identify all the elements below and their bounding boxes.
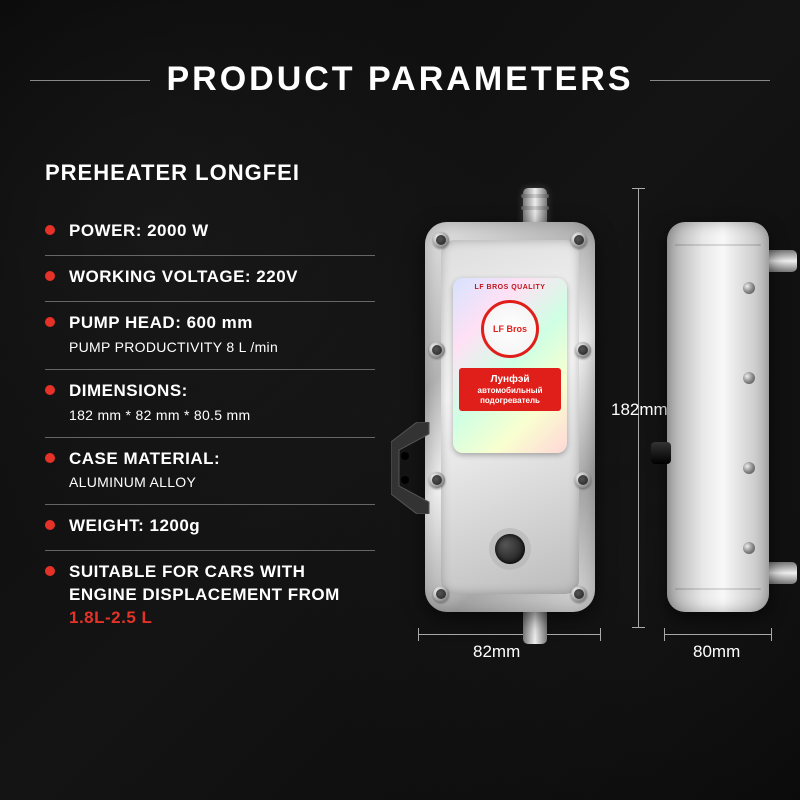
screw-icon [571, 232, 587, 248]
product-side-view [667, 222, 769, 612]
product-subtitle: PREHEATER LONGFEI [45, 160, 300, 186]
bullet-icon [45, 566, 55, 576]
holographic-label: LF BROS QUALITY LF Bros Лунфэй автомобил… [453, 278, 567, 453]
screw-icon [743, 372, 755, 384]
bullet-icon [45, 520, 55, 530]
spec-text: CASE MATERIAL:ALUMINUM ALLOY [69, 448, 220, 493]
screw-icon [575, 472, 591, 488]
brand-logo: LF Bros [481, 300, 539, 358]
spec-subtext: ALUMINUM ALLOY [69, 473, 220, 492]
spec-subtext: PUMP PRODUCTIVITY 8 L /min [69, 338, 278, 357]
spec-list: POWER: 2000 W WORKING VOLTAGE: 220V PUMP H… [45, 210, 375, 642]
page-title: PRODUCT PARAMETERS [0, 60, 800, 99]
bullet-icon [45, 317, 55, 327]
screw-icon [743, 282, 755, 294]
spec-row: CASE MATERIAL:ALUMINUM ALLOY [45, 438, 375, 506]
dimension-line-width-side [664, 634, 772, 635]
ridge [675, 244, 761, 246]
power-port [495, 534, 525, 564]
bullet-icon [45, 271, 55, 281]
screw-icon [571, 586, 587, 602]
band-line1: Лунфэй [461, 374, 559, 386]
band-line2: автомобильный подогреватель [461, 386, 559, 405]
side-cable [651, 442, 671, 464]
spec-text: SUITABLE FOR CARS WITH ENGINE DISPLACEME… [69, 561, 375, 630]
dimension-width-side: 80mm [693, 642, 740, 662]
device-body-side [667, 222, 769, 612]
mounting-bracket [391, 422, 441, 514]
screw-icon [433, 232, 449, 248]
label-quality-text: LF BROS QUALITY [475, 284, 546, 291]
label-red-band: Лунфэй автомобильный подогреватель [459, 368, 561, 411]
spec-text: PUMP HEAD: 600 mmPUMP PRODUCTIVITY 8 L /… [69, 312, 278, 357]
bullet-icon [45, 385, 55, 395]
ridge [675, 588, 761, 590]
spec-row: WEIGHT: 1200g [45, 505, 375, 551]
logo-text: LF Bros [493, 325, 527, 334]
bullet-icon [45, 453, 55, 463]
product-image-area: 182mm 82mm 80mm LF BROS QUALITY LF Bros … [395, 170, 775, 660]
dimension-line-width-front [418, 634, 601, 635]
screw-icon [433, 586, 449, 602]
spec-row: SUITABLE FOR CARS WITH ENGINE DISPLACEME… [45, 551, 375, 642]
spec-row: PUMP HEAD: 600 mmPUMP PRODUCTIVITY 8 L /… [45, 302, 375, 370]
screw-icon [429, 472, 445, 488]
dimension-width-front: 82mm [473, 642, 520, 662]
spec-text: WEIGHT: 1200g [69, 515, 200, 538]
spec-row: POWER: 2000 W [45, 210, 375, 256]
product-front-view: LF BROS QUALITY LF Bros Лунфэй автомобил… [425, 222, 595, 612]
bullet-icon [45, 225, 55, 235]
spec-highlight: 1.8L-2.5 L [69, 608, 152, 627]
spec-row: DIMENSIONS:182 mm * 82 mm * 80.5 mm [45, 370, 375, 438]
screw-icon [743, 542, 755, 554]
screw-icon [429, 342, 445, 358]
spec-subtext: 182 mm * 82 mm * 80.5 mm [69, 406, 250, 425]
screw-icon [743, 462, 755, 474]
spec-row: WORKING VOLTAGE: 220V [45, 256, 375, 302]
screw-icon [575, 342, 591, 358]
spec-text: POWER: 2000 W [69, 220, 209, 243]
spec-text: DIMENSIONS:182 mm * 82 mm * 80.5 mm [69, 380, 250, 425]
dimension-height: 182mm [611, 400, 668, 420]
spec-text: WORKING VOLTAGE: 220V [69, 266, 298, 289]
